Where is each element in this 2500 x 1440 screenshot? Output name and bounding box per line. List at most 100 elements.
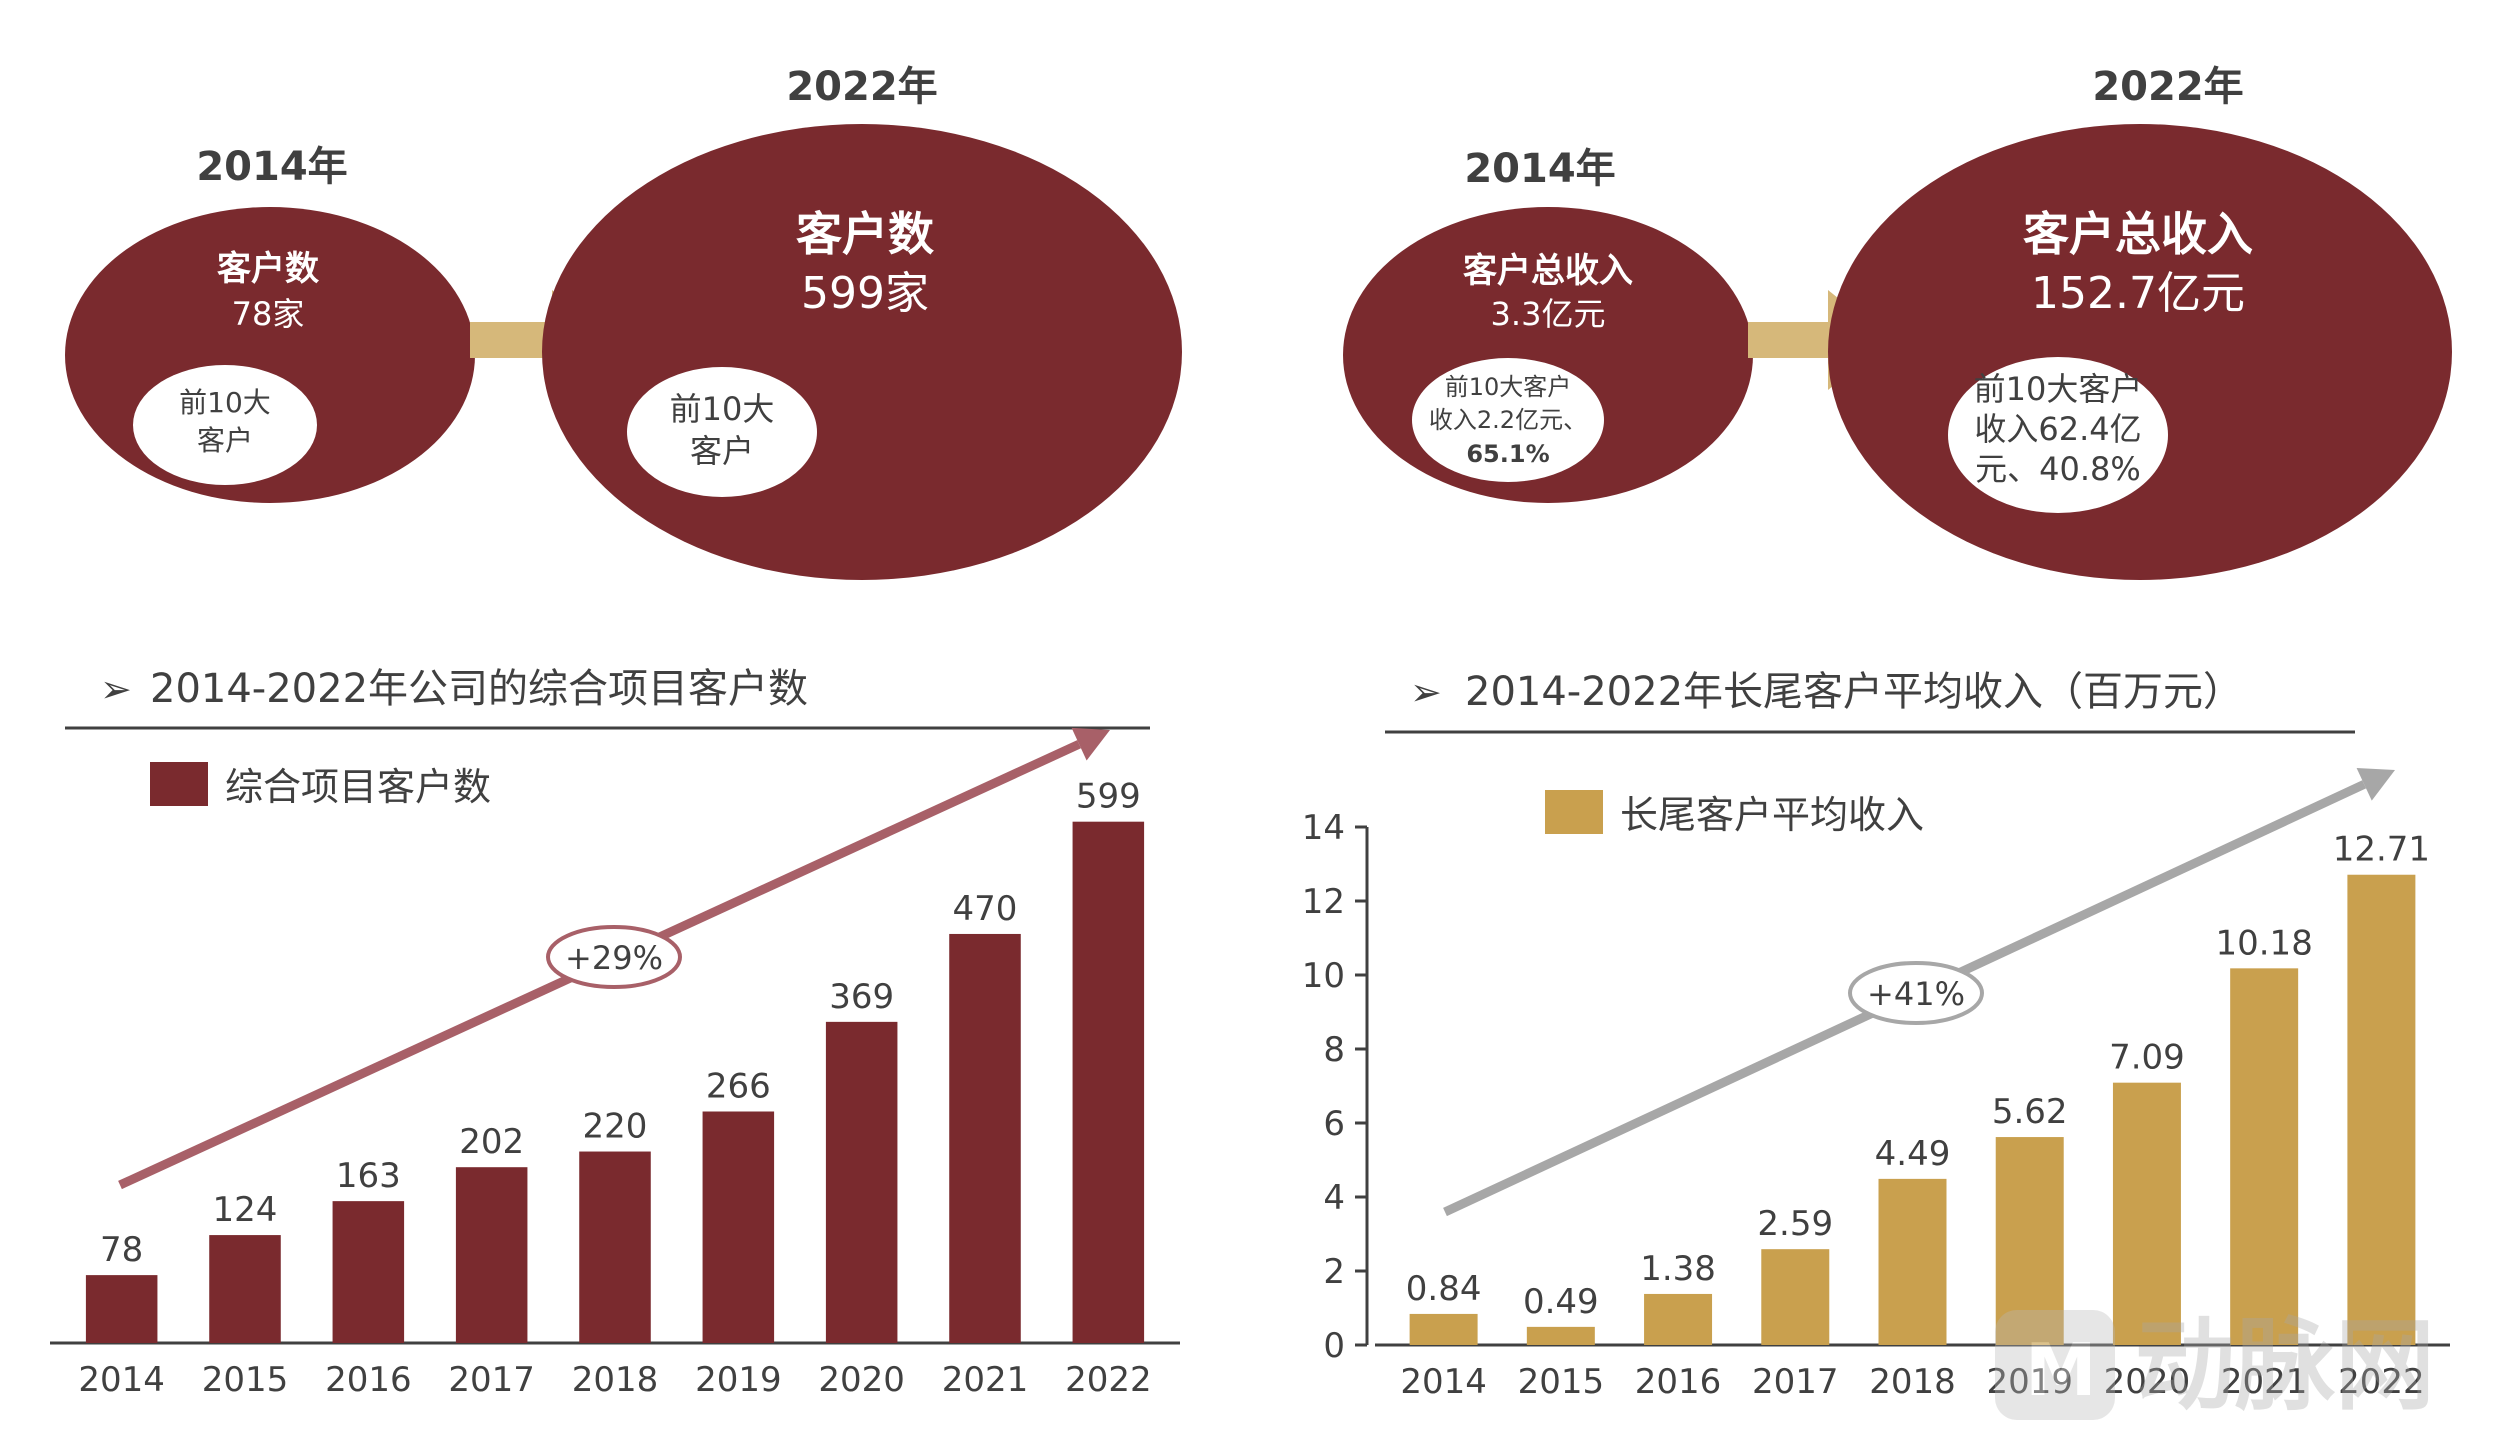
bar [209,1235,281,1343]
small-oval-inner-line-1: 前10大客户 [1445,373,1572,401]
big-oval-value: 599家 [801,268,929,319]
bar-value-label: 5.62 [1992,1092,2068,1132]
panel-customer-count: 2014年 客户数 78家 前10大 客户 2022年 客户数 599家 前10… [65,64,1182,580]
small-oval-year: 2014年 [196,144,347,190]
big-oval-title: 客户总收入 [2023,207,2253,261]
watermark-text: 动脉网 [2135,1307,2435,1424]
x-tick-label: 2020 [2104,1362,2191,1402]
legend-label: 综合项目客户数 [225,765,491,809]
small-oval-inner-line-1: 前10大 [179,386,271,419]
bar [1995,1137,2064,1345]
x-tick-label: 2018 [1869,1362,1956,1402]
y-tick-label: 2 [1323,1252,1345,1292]
x-tick-label: 2022 [2338,1362,2425,1402]
x-tick-label: 2021 [2221,1362,2308,1402]
big-oval-inner [1948,357,2168,513]
plot-area: 0 2 4 6 8 10 12 14 0.84 2014 0.49 2015 1.38 2016 2.59 2… [1302,768,2450,1402]
big-oval-inner [627,367,817,497]
bar-value-label: 78 [100,1230,143,1270]
small-oval-inner [1412,358,1604,482]
x-tick-label: 2017 [1752,1362,1839,1402]
bar-value-label: 1.38 [1640,1249,1716,1289]
big-oval-2022 [542,124,1182,580]
bar [1878,1178,1947,1345]
bar [1072,821,1145,1343]
y-tick-label: 14 [1302,808,1345,848]
x-tick-label: 2015 [202,1360,289,1400]
x-tick-label: 2016 [325,1360,412,1400]
bar [579,1151,651,1343]
x-tick-label: 2019 [1986,1362,2073,1402]
x-tick-label: 2017 [448,1360,535,1400]
x-tick-label: 2016 [1635,1362,1722,1402]
bar [825,1021,898,1343]
watermark-logo-icon [1995,1310,2115,1420]
big-oval-2022 [1828,124,2452,580]
small-oval-value: 78家 [232,295,305,333]
x-tick-label: 2021 [942,1360,1029,1400]
bar-value-label: 12.71 [2333,830,2430,870]
big-oval-inner-line-3: 元、40.8% [1975,450,2141,488]
bar [1526,1326,1595,1345]
y-tick-label: 12 [1302,882,1345,922]
growth-badge-label: +41% [1867,975,1965,1013]
bar [1761,1249,1830,1345]
watermark-logo-glyph: M [2025,1328,2097,1412]
big-oval-inner-line-2: 客户 [690,432,754,470]
x-tick-label: 2014 [78,1360,165,1400]
trend-arrow-head-icon [2356,768,2395,801]
bar [332,1201,405,1343]
bar-value-label: 470 [953,889,1018,929]
y-tick-label: 6 [1323,1104,1345,1144]
x-tick-label: 2022 [1065,1360,1152,1400]
bar-value-label: 599 [1076,777,1141,817]
big-oval-inner-line-1: 前10大 [670,390,775,428]
small-oval-inner [133,365,317,485]
y-tick-label: 4 [1323,1178,1345,1218]
bar-value-label: 4.49 [1875,1134,1951,1174]
bar-value-label: 369 [829,977,894,1017]
y-tick-label: 8 [1323,1030,1345,1070]
big-oval-title: 客户数 [796,207,934,261]
x-tick-label: 2015 [1518,1362,1605,1402]
bar-value-label: 163 [336,1156,401,1196]
bar [455,1167,528,1343]
plot-area: 78 2014 124 2015 163 2016 202 2017 220 2018 266 201… [50,727,1180,1400]
big-oval-year: 2022年 [2092,64,2243,110]
bar-value-label: 2.59 [1757,1204,1833,1244]
bar-value-label: 7.09 [2109,1038,2185,1078]
bar-value-label: 0.49 [1523,1282,1599,1322]
x-tick-label: 2014 [1400,1362,1487,1402]
small-oval-year: 2014年 [1464,146,1615,192]
bar-value-label: 266 [706,1066,771,1106]
small-oval-inner-line-3: 65.1% [1466,440,1549,468]
bar-value-label: 220 [583,1107,648,1147]
big-oval-year: 2022年 [786,64,937,110]
x-tick-label: 2018 [572,1360,659,1400]
chart-longtail-revenue: ➢ 2014-2022年长尾客户平均收入（百万元） 长尾客户平均收入 0 2 4 6 8… [1302,669,2450,1402]
big-oval-inner-line-1: 前10大客户 [1974,370,2143,408]
bar-value-label: 0.84 [1406,1269,1482,1309]
big-oval-inner-line-2: 收入62.4亿 [1974,410,2141,448]
chart-title: 2014-2022年长尾客户平均收入（百万元） [1465,669,2243,715]
bar [2347,874,2416,1345]
bar [949,933,1021,1343]
trend-arrow-head-icon [1071,727,1110,761]
small-oval-inner-line-2: 客户 [197,424,253,457]
legend-swatch [1545,790,1603,834]
big-oval-value: 152.7亿元 [2031,268,2245,319]
bar-value-label: 10.18 [2215,923,2312,963]
growth-badge-label: +29% [565,939,663,977]
bullet-icon: ➢ [1410,670,1442,714]
bullet-icon: ➢ [100,667,132,711]
y-tick-label: 10 [1302,956,1345,996]
y-tick-label: 0 [1323,1326,1345,1366]
growth-badge [546,925,682,989]
bar-value-label: 124 [213,1190,278,1230]
small-oval-title: 客户数 [217,249,319,289]
panel-customer-revenue: 2014年 客户总收入 3.3亿元 前10大客户 收入2.2亿元、 65.1% … [1343,64,2452,580]
watermark: M 动脉网 [1995,1307,2435,1424]
bar [2112,1082,2181,1345]
small-oval-title: 客户总收入 [1463,251,1633,291]
